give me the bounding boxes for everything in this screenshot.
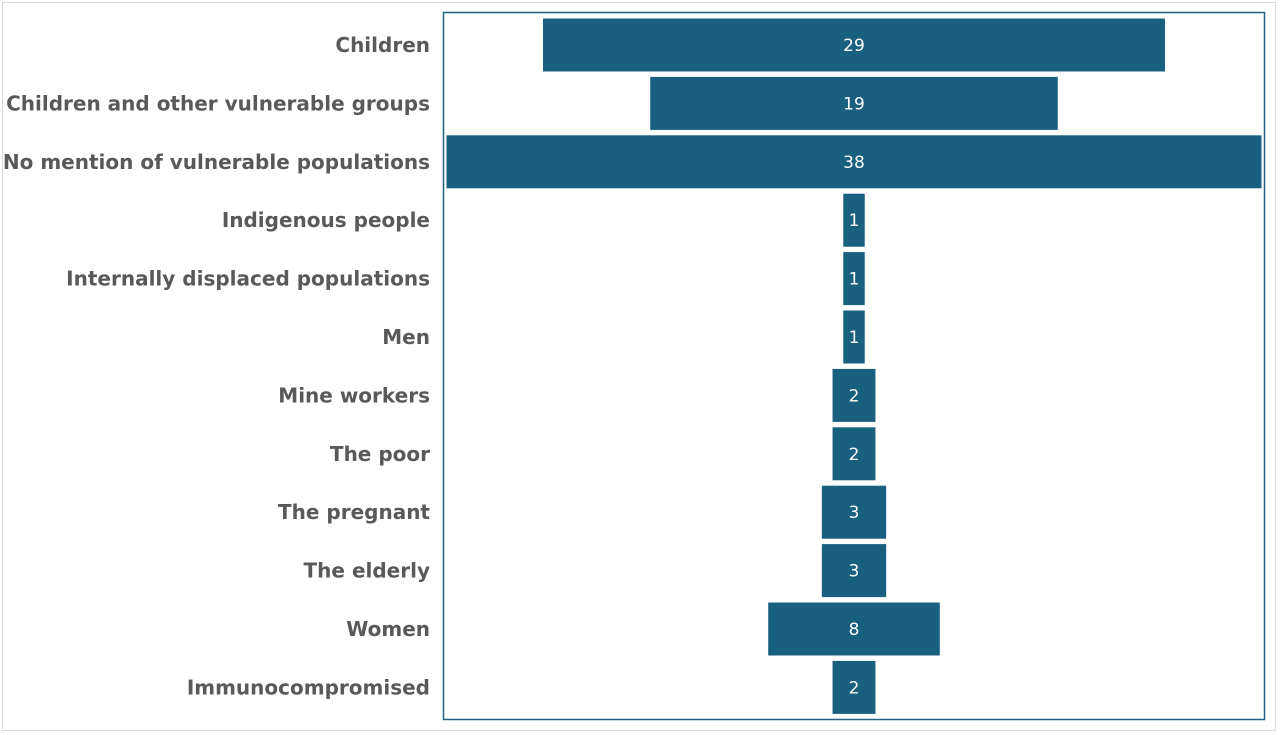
value-label: 2 — [849, 445, 860, 465]
value-label: 29 — [843, 36, 865, 56]
value-label: 3 — [849, 503, 860, 523]
bar — [843, 252, 865, 306]
value-label: 2 — [849, 678, 860, 698]
bar — [768, 602, 940, 656]
category-label: Immunocompromised — [187, 675, 430, 699]
category-label: The pregnant — [278, 500, 430, 524]
bar — [446, 135, 1262, 189]
plot-area-border — [442, 11, 1266, 721]
category-label: Mine workers — [278, 383, 430, 407]
value-label: 1 — [849, 328, 860, 348]
category-label: Internally displaced populations — [66, 267, 430, 291]
value-label: 3 — [849, 562, 860, 582]
bar — [832, 368, 876, 422]
bar — [650, 76, 1058, 130]
value-label: 2 — [849, 386, 860, 406]
bars-group — [446, 18, 1262, 714]
category-labels-group: Children Children and other vulnerable gr… — [3, 33, 431, 699]
category-label: Women — [346, 617, 430, 641]
category-label: The elderly — [304, 559, 430, 583]
bar — [543, 18, 1165, 72]
bar — [821, 485, 887, 539]
value-label: 38 — [843, 153, 865, 173]
bar — [832, 427, 876, 481]
bar — [843, 310, 865, 364]
bar — [821, 544, 887, 598]
bar — [843, 193, 865, 247]
category-label: The poor — [330, 442, 430, 466]
category-label: Indigenous people — [222, 208, 430, 232]
category-label: Children and other vulnerable groups — [6, 91, 430, 115]
category-label: Men — [382, 325, 430, 349]
value-label: 19 — [843, 94, 865, 114]
bar — [832, 660, 876, 714]
category-label: Children — [335, 33, 430, 57]
value-label: 1 — [849, 211, 860, 231]
value-label: 1 — [849, 270, 860, 290]
value-label: 8 — [849, 620, 860, 640]
category-label: No mention of vulnerable populations — [3, 150, 430, 174]
